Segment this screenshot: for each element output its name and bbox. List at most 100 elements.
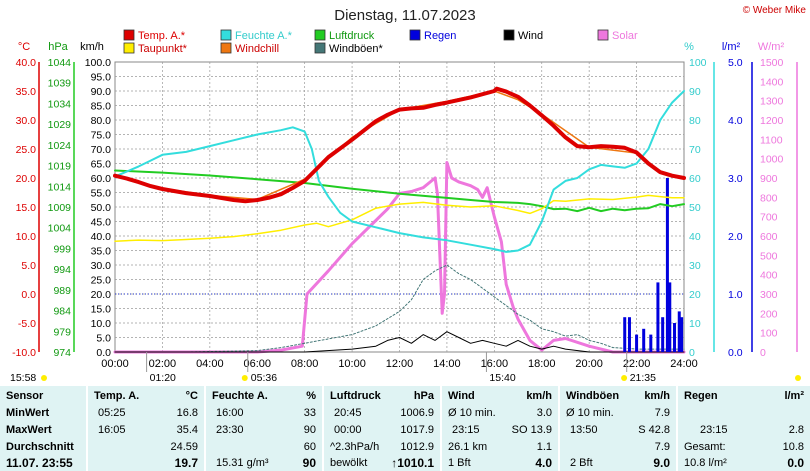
legend-swatch bbox=[409, 29, 421, 41]
wind-tick-label: 90.0 bbox=[91, 86, 112, 98]
x-tick-label: 02:00 bbox=[149, 358, 177, 370]
pressure-tick-label: 1014 bbox=[48, 181, 72, 193]
pressure-tick-label: 979 bbox=[53, 326, 71, 338]
rain-max: 2.8 bbox=[788, 424, 804, 436]
pressure-max-time: 00:00 bbox=[334, 424, 362, 436]
rain-bar bbox=[642, 328, 646, 352]
humidity-tick-label: 10 bbox=[689, 318, 701, 330]
humidity-tick-label: 0 bbox=[689, 347, 695, 359]
pressure-tick-label: 994 bbox=[53, 264, 71, 276]
stats-col-temp: Temp. A. °C 05:25 16.8 16:05 35.4 24.59 … bbox=[88, 386, 206, 471]
humidity-max: 90 bbox=[303, 424, 316, 436]
rain-tick-label: 3.0 bbox=[728, 173, 743, 185]
row-label-avg: Durchschnitt bbox=[6, 441, 74, 453]
rain-bar bbox=[623, 317, 627, 352]
pressure-tick-label: 1019 bbox=[48, 161, 72, 173]
legend-label: Luftdruck bbox=[329, 30, 375, 42]
rain-bar bbox=[649, 334, 653, 352]
gusts-max: S 42.8 bbox=[638, 424, 670, 436]
solar-tick-label: 600 bbox=[760, 231, 778, 243]
humidity-tick-label: 50 bbox=[689, 202, 701, 214]
unit-temp: °C bbox=[18, 41, 30, 53]
rain-tick-label: 0.0 bbox=[728, 347, 743, 359]
pressure-tick-label: 974 bbox=[53, 347, 71, 359]
wind-tick-label: 65.0 bbox=[91, 159, 112, 171]
unit-pressure: hPa bbox=[48, 41, 68, 53]
wind-tick-label: 30.0 bbox=[91, 260, 112, 272]
row-label-max: MaxWert bbox=[6, 424, 52, 436]
marker-label: 01:20 bbox=[150, 372, 176, 384]
pressure-tick-label: 999 bbox=[53, 243, 71, 255]
temp-min: 16.8 bbox=[176, 407, 198, 419]
solar-tick-label: 400 bbox=[760, 270, 778, 282]
pressure-min: 1006.9 bbox=[400, 407, 434, 419]
gusts-title: Windböen bbox=[566, 390, 620, 402]
stats-col-labels: Sensor MinWert MaxWert Durchschnitt 11.0… bbox=[0, 386, 88, 471]
temp-tick-label: 10.0 bbox=[16, 231, 37, 243]
series-taupunkt bbox=[114, 194, 685, 242]
pressure-max: 1017.9 bbox=[400, 424, 434, 436]
x-tick-label: 00:00 bbox=[101, 358, 129, 370]
unit-humidity: % bbox=[684, 41, 694, 53]
temp-min-time: 05:25 bbox=[98, 407, 126, 419]
rain-total-label: Gesamt: bbox=[684, 441, 726, 453]
wind-tick-label: 0.0 bbox=[96, 347, 111, 359]
x-tick-label: 18:00 bbox=[528, 358, 556, 370]
temp-tick-label: 15.0 bbox=[16, 202, 37, 214]
pressure-title: Luftdruck bbox=[330, 390, 381, 402]
marker-left-label: 15:58 bbox=[10, 372, 36, 384]
wind-now: 4.0 bbox=[535, 456, 552, 470]
humidity-max-time: 23:30 bbox=[216, 424, 244, 436]
rain-tick-label: 5.0 bbox=[728, 57, 743, 69]
x-tick-label: 22:00 bbox=[623, 358, 651, 370]
unit-solar: W/m² bbox=[758, 41, 785, 53]
x-axis: 00:00 02:00 04:00 06:00 08:00 10:00 12:00 14:00… bbox=[101, 358, 698, 370]
wind-avg10: 3.0 bbox=[536, 407, 552, 419]
solar-tick-label: 700 bbox=[760, 212, 778, 224]
legend-swatch bbox=[123, 29, 135, 41]
stats-col-gusts: Windböen km/h Ø 10 min. 7.9 13:50 S 42.8… bbox=[560, 386, 678, 471]
rain-bar bbox=[680, 317, 684, 352]
wind-tick-label: 5.0 bbox=[96, 333, 111, 345]
legend-swatch bbox=[503, 29, 515, 41]
wind-bft: 1 Bft bbox=[448, 457, 471, 469]
series-windb-en bbox=[114, 264, 685, 353]
axis-units: °C hPa km/h% l/m² W/m² bbox=[18, 41, 785, 53]
wind-tick-label: 20.0 bbox=[91, 289, 112, 301]
temp-tick-label: 35.0 bbox=[16, 86, 37, 98]
wind-tick-label: 40.0 bbox=[91, 231, 112, 243]
pressure-now: ↑1010.1 bbox=[391, 456, 434, 470]
legend-label: Wind bbox=[518, 30, 543, 42]
wind-tick-label: 100.0 bbox=[85, 57, 111, 69]
pressure-tick-label: 1024 bbox=[48, 140, 72, 152]
wind-tick-label: 25.0 bbox=[91, 275, 112, 287]
gusts-avg10: 7.9 bbox=[654, 407, 670, 419]
rain-unit: l/m² bbox=[784, 390, 804, 402]
wind-title: Wind bbox=[448, 390, 475, 402]
temp-tick-label: -10.0 bbox=[12, 347, 36, 359]
series-layer bbox=[113, 86, 686, 354]
legend-swatch bbox=[123, 42, 135, 54]
solar-tick-label: 900 bbox=[760, 173, 778, 185]
x-tick-label: 20:00 bbox=[575, 358, 603, 370]
sun-marker bbox=[41, 375, 47, 381]
legend-swatch bbox=[314, 42, 326, 54]
sun-marker bbox=[621, 375, 628, 381]
humidity-tick-label: 80 bbox=[689, 115, 701, 127]
pressure-avg: 1012.9 bbox=[400, 441, 434, 453]
rain-bar bbox=[635, 334, 639, 352]
chart-title: Dienstag, 11.07.2023 bbox=[334, 7, 476, 24]
wind-tick-label: 50.0 bbox=[91, 202, 112, 214]
legend-label: Temp. A.* bbox=[138, 30, 186, 42]
stats-col-rain: Regen l/m² 23:15 2.8 Gesamt: 10.8 10.8 l… bbox=[678, 386, 810, 471]
humidity-min: 33 bbox=[303, 407, 316, 419]
row-label-min: MinWert bbox=[6, 407, 50, 419]
rain-tick-label: 2.0 bbox=[728, 231, 743, 243]
rain-bar bbox=[665, 178, 669, 352]
pressure-tick-label: 1004 bbox=[48, 223, 72, 235]
wind-tick-label: 75.0 bbox=[91, 130, 112, 142]
legend-label: Feuchte A.* bbox=[235, 30, 293, 42]
wind-unit: km/h bbox=[526, 390, 552, 402]
x-tick-label: 10:00 bbox=[338, 358, 366, 370]
legend: Temp. A.*Taupunkt* Feuchte A.*Windchill Lu… bbox=[123, 29, 638, 55]
